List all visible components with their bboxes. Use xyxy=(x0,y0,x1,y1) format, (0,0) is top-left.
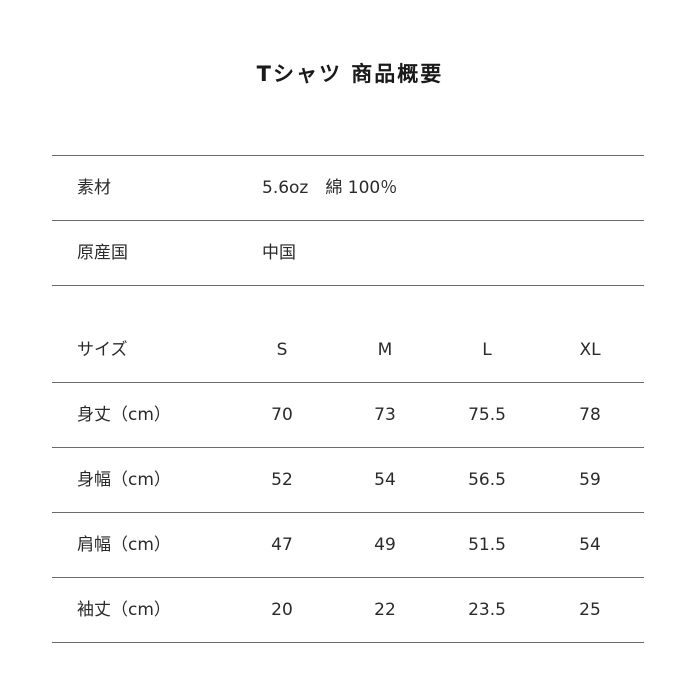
divider xyxy=(52,642,644,643)
measurement-value: 70 xyxy=(271,405,293,425)
measurement-value: 20 xyxy=(271,600,293,620)
size-header: S xyxy=(276,340,288,360)
measurement-value: 54 xyxy=(374,470,396,490)
measurement-label: 身幅（cm） xyxy=(77,470,171,490)
measurement-value: 59 xyxy=(579,470,601,490)
measurement-value: 73 xyxy=(374,405,396,425)
measurement-value: 75.5 xyxy=(468,405,506,425)
divider xyxy=(52,220,644,221)
measurement-value: 51.5 xyxy=(468,535,506,555)
measurement-value: 22 xyxy=(374,600,396,620)
measurement-label: 肩幅（cm） xyxy=(77,535,171,555)
size-header: L xyxy=(482,340,492,360)
divider xyxy=(52,285,644,286)
size-header-label: サイズ xyxy=(77,340,128,360)
measurement-value: 56.5 xyxy=(468,470,506,490)
divider xyxy=(52,577,644,578)
measurement-value: 54 xyxy=(579,535,601,555)
origin-label: 原産国 xyxy=(77,243,128,263)
measurement-value: 23.5 xyxy=(468,600,506,620)
measurement-value: 49 xyxy=(374,535,396,555)
measurement-value: 52 xyxy=(271,470,293,490)
origin-value: 中国 xyxy=(262,243,296,263)
divider xyxy=(52,155,644,156)
size-header: M xyxy=(377,340,393,360)
material-label: 素材 xyxy=(77,178,111,198)
divider xyxy=(52,447,644,448)
measurement-value: 78 xyxy=(579,405,601,425)
divider xyxy=(52,512,644,513)
measurement-label: 袖丈（cm） xyxy=(77,600,171,620)
measurement-label: 身丈（cm） xyxy=(77,405,171,425)
measurement-value: 25 xyxy=(579,600,601,620)
measurement-value: 47 xyxy=(271,535,293,555)
page-title: Tシャツ 商品概要 xyxy=(256,62,444,86)
divider xyxy=(52,382,644,383)
material-value: 5.6oz 綿 100％ xyxy=(262,178,398,198)
size-header: XL xyxy=(579,340,601,360)
